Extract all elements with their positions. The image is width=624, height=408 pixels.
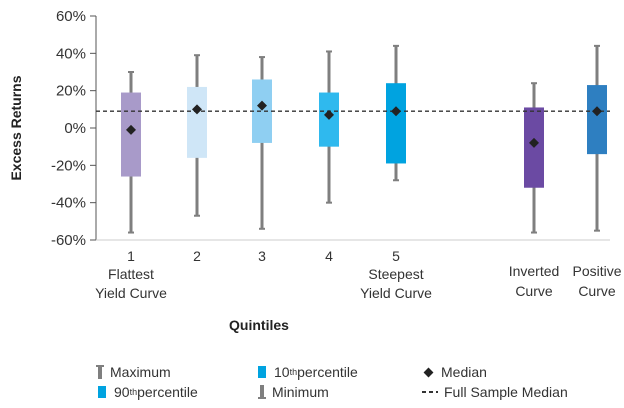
category-name-label: Yield Curve [95, 285, 167, 301]
x-axis-title: Quintiles [229, 317, 289, 333]
y-tick-label: -20% [51, 157, 86, 174]
median-marker [192, 104, 202, 115]
category-name-label: Inverted [509, 263, 560, 279]
median-marker [324, 109, 334, 120]
y-axis-title: Excess Returns [8, 75, 24, 180]
median-marker [592, 106, 602, 117]
category-name-label: Yield Curve [360, 285, 432, 301]
median-marker [391, 106, 401, 117]
y-tick-label: 60% [56, 8, 86, 25]
category-number-label: 4 [325, 248, 333, 264]
category-number-label: 1 [127, 248, 135, 264]
y-tick-label: -60% [51, 232, 86, 249]
category-name-label: Steepest [368, 266, 423, 282]
percentile-box [252, 79, 272, 143]
percentile-box [187, 86, 207, 158]
category-name-label: Positive [572, 263, 621, 279]
y-tick-label: 20% [56, 83, 86, 100]
category-number-label: 5 [392, 248, 400, 264]
median-marker [257, 100, 267, 111]
median-marker [126, 124, 136, 135]
category-name-label: Curve [578, 283, 616, 299]
percentile-box [386, 83, 406, 164]
category-name-label: Flattest [108, 266, 154, 282]
category-number-label: 2 [193, 248, 201, 264]
y-tick-label: -40% [51, 195, 86, 212]
y-tick-label: 0% [64, 120, 86, 137]
percentile-box [587, 85, 607, 155]
median-marker [529, 137, 539, 148]
y-tick-label: 40% [56, 45, 86, 62]
category-number-label: 3 [258, 248, 266, 264]
category-name-label: Curve [515, 283, 553, 299]
